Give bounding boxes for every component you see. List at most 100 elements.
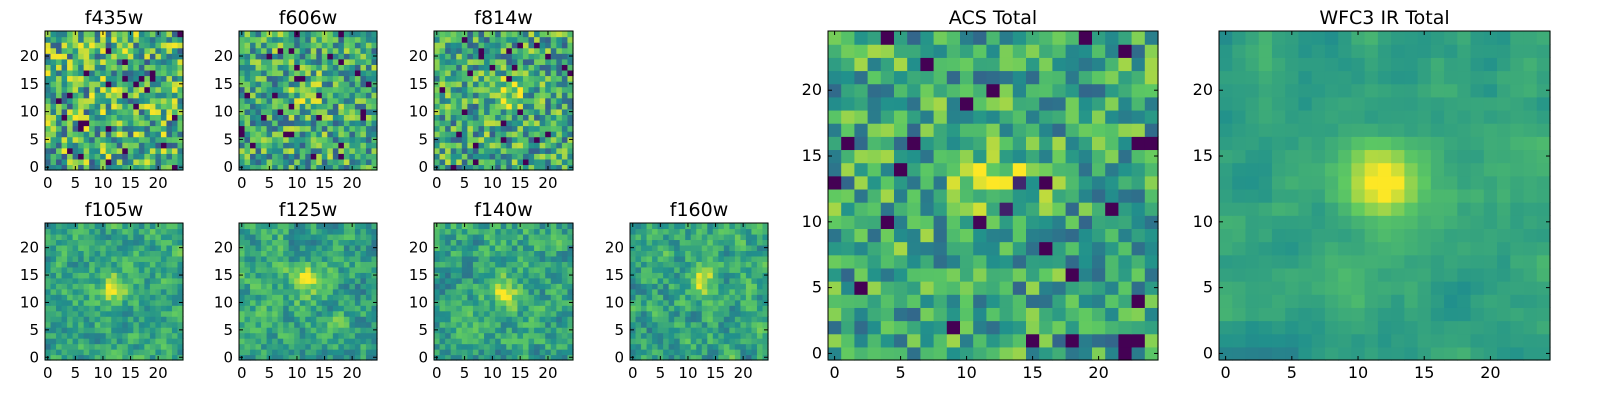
heatmap-cell bbox=[349, 234, 355, 240]
heatmap-cell bbox=[484, 234, 490, 240]
heatmap-cell bbox=[663, 250, 669, 256]
heatmap-cell bbox=[84, 245, 90, 251]
heatmap-cell bbox=[986, 334, 1000, 348]
heatmap-cell bbox=[272, 272, 278, 278]
heatmap-cell bbox=[283, 322, 289, 328]
heatmap-cell bbox=[674, 228, 680, 234]
heatmap-cell bbox=[338, 131, 344, 137]
heatmap-cell bbox=[344, 103, 350, 109]
heatmap-cell bbox=[106, 137, 112, 143]
heatmap-cell bbox=[300, 338, 306, 344]
heatmap-cell bbox=[67, 333, 73, 339]
heatmap-cell bbox=[529, 223, 535, 229]
heatmap-cell bbox=[1118, 294, 1132, 308]
heatmap-cell bbox=[467, 153, 473, 159]
heatmap-cell bbox=[100, 64, 106, 70]
heatmap-cell bbox=[828, 189, 842, 203]
y-tick-label: 0 bbox=[223, 348, 233, 366]
heatmap-cell bbox=[344, 261, 350, 267]
heatmap-cell bbox=[322, 294, 328, 300]
heatmap-cell bbox=[283, 153, 289, 159]
heatmap-cell bbox=[150, 256, 156, 262]
y-tick-label: 20 bbox=[20, 239, 39, 257]
heatmap-cell bbox=[155, 114, 161, 120]
heatmap-cell bbox=[117, 64, 123, 70]
heatmap-cell bbox=[562, 256, 568, 262]
heatmap-cell bbox=[490, 344, 496, 350]
heatmap-cell bbox=[128, 153, 134, 159]
heatmap-cell bbox=[133, 256, 139, 262]
heatmap-cell bbox=[647, 300, 653, 306]
heatmap-cell bbox=[636, 272, 642, 278]
heatmap-cell bbox=[724, 223, 730, 229]
heatmap-cell bbox=[360, 322, 366, 328]
heatmap-cell bbox=[333, 120, 339, 126]
heatmap-cell bbox=[272, 234, 278, 240]
heatmap-cell bbox=[95, 322, 101, 328]
heatmap-cell bbox=[333, 109, 339, 115]
heatmap-cell bbox=[106, 234, 112, 240]
heatmap-cell bbox=[506, 81, 512, 87]
heatmap-cell bbox=[360, 42, 366, 48]
heatmap-cell bbox=[239, 48, 245, 54]
y-tick-label: 5 bbox=[29, 321, 39, 339]
heatmap-cell bbox=[155, 42, 161, 48]
heatmap-cell bbox=[495, 267, 501, 273]
heatmap-cell bbox=[1132, 321, 1146, 335]
heatmap-cell bbox=[636, 311, 642, 317]
heatmap-cell bbox=[674, 256, 680, 262]
heatmap-cell bbox=[841, 176, 855, 190]
heatmap-cell bbox=[106, 311, 112, 317]
heatmap-cell bbox=[1039, 334, 1053, 348]
y-tick-label: 0 bbox=[418, 158, 428, 176]
heatmap-cell bbox=[551, 250, 557, 256]
heatmap-cell bbox=[506, 31, 512, 37]
heatmap-cell bbox=[669, 344, 675, 350]
heatmap-cell bbox=[545, 250, 551, 256]
heatmap-cell bbox=[333, 344, 339, 350]
heatmap-cell bbox=[278, 245, 284, 251]
heatmap-cell bbox=[95, 234, 101, 240]
heatmap-cell bbox=[355, 239, 361, 245]
heatmap-cell bbox=[556, 223, 562, 229]
heatmap-cell bbox=[556, 338, 562, 344]
heatmap-cell bbox=[456, 92, 462, 98]
heatmap-cell bbox=[636, 333, 642, 339]
heatmap-cell bbox=[562, 48, 568, 54]
heatmap-cell bbox=[56, 305, 62, 311]
heatmap-cell bbox=[841, 307, 855, 321]
heatmap-cell bbox=[1052, 163, 1066, 177]
heatmap-cell bbox=[333, 278, 339, 284]
heatmap-cell bbox=[462, 333, 468, 339]
heatmap-cell bbox=[128, 48, 134, 54]
heatmap-cell bbox=[67, 316, 73, 322]
heatmap-cell bbox=[366, 338, 372, 344]
heatmap-cell bbox=[294, 316, 300, 322]
heatmap-cell bbox=[478, 148, 484, 154]
heatmap-cell bbox=[51, 344, 57, 350]
heatmap-cell bbox=[133, 120, 139, 126]
heatmap-cell bbox=[534, 261, 540, 267]
heatmap-cell bbox=[316, 126, 322, 132]
heatmap-cell bbox=[62, 64, 68, 70]
heatmap-cell bbox=[501, 92, 507, 98]
heatmap-cell bbox=[434, 153, 440, 159]
heatmap-cell bbox=[78, 223, 84, 229]
heatmap-cell bbox=[261, 300, 267, 306]
heatmap-cell bbox=[95, 250, 101, 256]
heatmap-cell bbox=[161, 250, 167, 256]
heatmap-cell bbox=[62, 261, 68, 267]
heatmap-cell bbox=[161, 228, 167, 234]
heatmap-cell bbox=[506, 42, 512, 48]
heatmap-cell bbox=[305, 256, 311, 262]
heatmap-cell bbox=[172, 87, 178, 93]
heatmap-cell bbox=[467, 333, 473, 339]
heatmap-cell bbox=[261, 239, 267, 245]
heatmap-cell bbox=[56, 120, 62, 126]
heatmap-cell bbox=[172, 228, 178, 234]
heatmap-cell bbox=[250, 294, 256, 300]
heatmap-cell bbox=[250, 42, 256, 48]
heatmap-cell bbox=[89, 283, 95, 289]
heatmap-cell bbox=[272, 153, 278, 159]
heatmap-cell bbox=[56, 142, 62, 148]
